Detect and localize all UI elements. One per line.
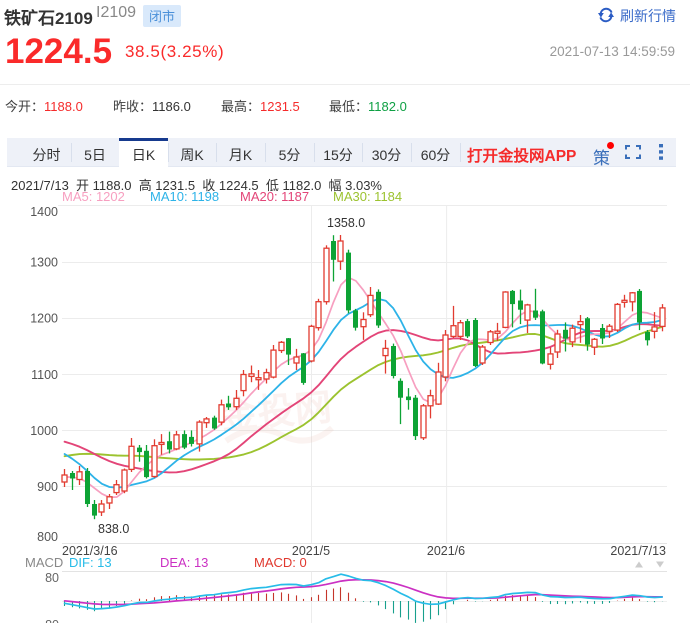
svg-text:900: 900 <box>37 480 58 494</box>
svg-text:1000: 1000 <box>30 424 58 438</box>
svg-text:1358.0: 1358.0 <box>327 216 365 230</box>
svg-text:MACD: 0: MACD: 0 <box>254 555 307 570</box>
svg-text:1200: 1200 <box>30 312 58 326</box>
svg-text:1400: 1400 <box>30 205 58 219</box>
svg-text:2021/6: 2021/6 <box>427 544 465 558</box>
svg-text:DIF: 13: DIF: 13 <box>69 555 112 570</box>
svg-text:1100: 1100 <box>31 368 58 382</box>
svg-text:80: 80 <box>45 571 59 585</box>
svg-text:-80: -80 <box>41 618 59 623</box>
svg-text:800: 800 <box>37 530 58 544</box>
svg-text:金投网: 金投网 <box>219 385 333 437</box>
svg-text:1300: 1300 <box>30 255 58 269</box>
svg-text:2021/3/16: 2021/3/16 <box>62 544 118 558</box>
svg-text:2021/7/13: 2021/7/13 <box>610 544 666 558</box>
svg-text:838.0: 838.0 <box>98 522 129 536</box>
svg-text:DEA: 13: DEA: 13 <box>160 555 208 570</box>
svg-text:MACD: MACD <box>25 555 63 570</box>
svg-text:2021/5: 2021/5 <box>292 544 330 558</box>
